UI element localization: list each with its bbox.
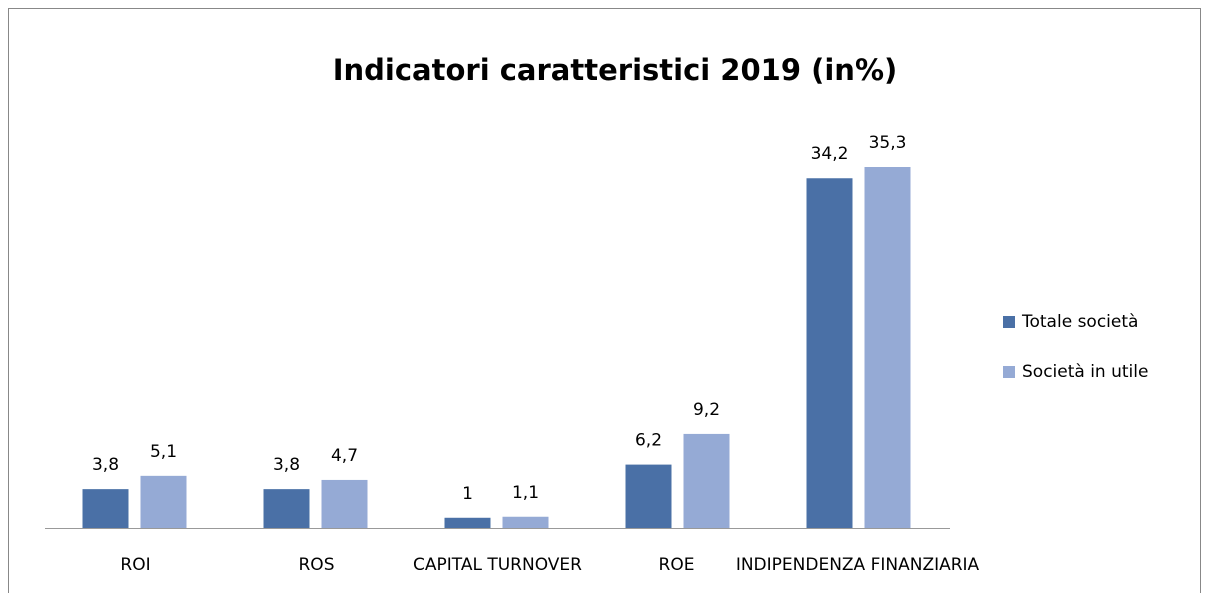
value-label: 1,1: [512, 483, 539, 503]
x-tick-label: INDIPENDENZA FINANZIARIA: [736, 555, 980, 575]
bar: [82, 489, 129, 528]
legend-swatch: [1003, 366, 1015, 378]
x-tick-label: ROS: [299, 555, 335, 575]
bar: [263, 489, 310, 528]
value-label: 5,1: [150, 442, 177, 462]
value-label: 34,2: [811, 144, 849, 164]
bar: [625, 464, 672, 528]
value-label: 3,8: [273, 455, 300, 475]
bar: [806, 178, 853, 528]
x-tick-label: ROI: [120, 555, 150, 575]
bar: [140, 475, 187, 528]
bar: [444, 517, 491, 528]
x-tick-label: CAPITAL TURNOVER: [413, 555, 582, 575]
chart-title: Indicatori caratteristici 2019 (in%): [333, 53, 898, 87]
value-label: 3,8: [92, 455, 119, 475]
bar: [683, 433, 730, 528]
value-label: 6,2: [635, 431, 662, 451]
value-label: 35,3: [869, 133, 907, 153]
value-label: 1: [462, 484, 473, 504]
legend-label: Totale società: [1021, 312, 1138, 332]
x-tick-label: ROE: [659, 555, 695, 575]
bar: [502, 516, 549, 528]
legend-label: Società in utile: [1022, 362, 1148, 382]
bar: [321, 479, 368, 528]
frame: [8, 8, 1201, 593]
value-label: 4,7: [331, 446, 358, 466]
value-label: 9,2: [693, 400, 720, 420]
bar: [864, 167, 911, 528]
legend-swatch: [1003, 316, 1015, 328]
